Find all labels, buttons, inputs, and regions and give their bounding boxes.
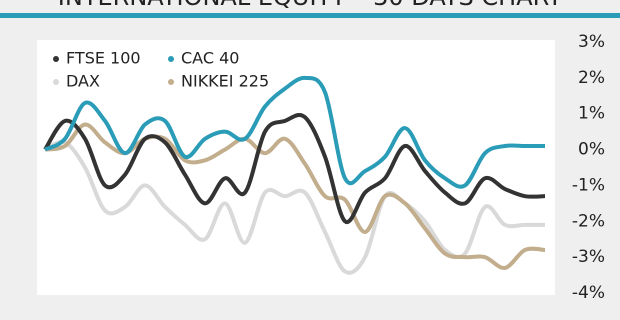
chart-title: INTERNATIONAL EQUITY – 30 DAYS CHART <box>58 0 563 11</box>
y-tick-label: 2% <box>578 68 605 88</box>
y-tick-label: 3% <box>578 32 605 52</box>
legend-marker <box>53 79 59 85</box>
y-tick-label: 0% <box>578 140 605 160</box>
y-tick-label: -1% <box>572 175 605 195</box>
legend-marker <box>53 56 59 62</box>
y-tick-label: -2% <box>572 211 605 231</box>
legend-label: NIKKEI 225 <box>181 72 269 91</box>
legend-marker <box>168 56 174 62</box>
legend-label: DAX <box>66 72 100 91</box>
series-line <box>43 113 546 225</box>
title-underline <box>0 13 620 18</box>
series-line <box>44 75 545 189</box>
legend-label: CAC 40 <box>181 49 239 68</box>
y-tick-label: -4% <box>572 283 605 303</box>
legend-label: FTSE 100 <box>66 49 141 68</box>
y-tick-label: 1% <box>578 104 605 124</box>
y-tick-label: -3% <box>572 247 605 267</box>
legend-marker <box>168 79 174 85</box>
